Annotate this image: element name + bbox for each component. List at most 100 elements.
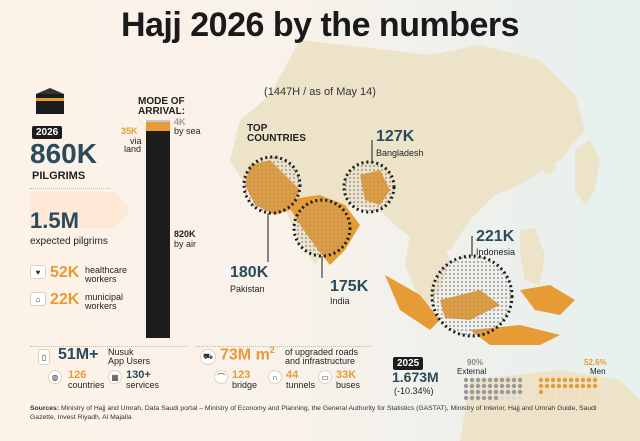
arrival-title-2: ARRIVAL:: [138, 106, 186, 117]
men-dot: [568, 377, 574, 383]
external-dot: [505, 377, 511, 383]
top-countries-heading-1: TOP: [247, 123, 268, 134]
external-dot: [505, 389, 511, 395]
country-value-india: 175K: [330, 278, 369, 295]
country-name-pakistan: Pakistan: [230, 284, 265, 294]
men-dot: [574, 383, 580, 389]
municipal-value: 22K: [50, 291, 80, 308]
external-dot: [499, 395, 505, 401]
country-value-bangladesh: 127K: [376, 128, 415, 145]
arrival-title-1: MODE OF: [138, 96, 185, 107]
external-dot: [487, 383, 493, 389]
men-dot: [592, 377, 598, 383]
external-dot: [499, 389, 505, 395]
external-dot: [505, 395, 511, 401]
men-pct: 52.6%: [584, 358, 607, 367]
external-dot: [511, 377, 517, 383]
country-name-india: India: [330, 296, 350, 306]
pilgrims-value: 860K: [30, 138, 97, 169]
sources-footnote: Sources: Ministry of Hajj and Umrah, Dat…: [30, 404, 620, 422]
men-dot: [568, 395, 574, 401]
external-dot: [481, 383, 487, 389]
roads-value-text: 73M m: [220, 346, 270, 364]
men-dot: [538, 389, 544, 395]
men-dot: [562, 389, 568, 395]
nusuk-countries-value: 126: [68, 369, 87, 381]
external-dot: [481, 389, 487, 395]
men-dot: [586, 383, 592, 389]
men-dot: [544, 389, 550, 395]
men-dot: [592, 395, 598, 401]
men-dot: [580, 389, 586, 395]
external-dot: [493, 377, 499, 383]
external-dot: [475, 383, 481, 389]
external-dot: [499, 383, 505, 389]
nusuk-label-1: Nusuk: [108, 347, 134, 357]
arrival-land-segment: [146, 122, 170, 131]
men-dot: [550, 389, 556, 395]
roads-label-1: of upgraded roads: [285, 347, 359, 357]
men-dot-grid: [538, 377, 598, 401]
external-dot: [475, 377, 481, 383]
arrival-sea-label: by sea: [174, 126, 201, 136]
country-value-indonesia: 221K: [476, 228, 515, 245]
tunnel-icon: ∩: [268, 370, 282, 384]
external-pct: 90%: [467, 358, 484, 367]
men-dot: [568, 389, 574, 395]
men-dot: [550, 395, 556, 401]
external-dot: [517, 383, 523, 389]
healthcare-label-2: workers: [85, 274, 117, 284]
pilgrims-2025-value: 1.673M: [392, 369, 439, 385]
arrival-air-segment: [146, 130, 170, 338]
external-dot: [493, 395, 499, 401]
roads-divider: [196, 346, 372, 347]
external-dot: [469, 395, 475, 401]
expected-pilgrims-value: 1.5M: [30, 208, 79, 233]
men-dot: [586, 395, 592, 401]
year-badge-2026: 2026: [32, 126, 63, 139]
men-dot: [586, 389, 592, 395]
healthcare-value: 52K: [50, 264, 80, 281]
pilgrims-label: PILGRIMS: [32, 170, 86, 182]
arrival-air-label: by air: [174, 239, 197, 249]
men-dot: [556, 389, 562, 395]
nusuk-services-label: services: [126, 380, 160, 390]
external-dot: [469, 383, 475, 389]
tunnels-value: 44: [286, 369, 299, 381]
roads-label-2: and infrastructure: [285, 356, 356, 366]
external-dot: [469, 377, 475, 383]
men-dot: [580, 377, 586, 383]
healthcare-icon: ♥: [30, 265, 46, 279]
nusuk-label-2: App Users: [108, 356, 151, 366]
top-countries-heading-2: COUNTRIES: [247, 133, 306, 144]
men-dot: [580, 383, 586, 389]
bridge-value: 123: [232, 369, 251, 381]
arrival-air-value: 820K: [174, 229, 196, 239]
men-dot: [562, 377, 568, 383]
men-dot: [574, 395, 580, 401]
external-dot: [469, 389, 475, 395]
men-dot: [550, 383, 556, 389]
arrival-sea-value: 4K: [174, 117, 186, 127]
men-dot: [538, 383, 544, 389]
men-dot: [562, 383, 568, 389]
men-dot: [538, 377, 544, 383]
external-dot: [481, 377, 487, 383]
pilgrims-2025-change: (-10.34%): [394, 386, 434, 396]
men-dot: [580, 395, 586, 401]
external-dot: [463, 395, 469, 401]
arrival-land-value: 35K: [121, 126, 138, 136]
page-title: Hajj 2026 by the numbers: [120, 6, 520, 44]
bridge-icon: ⌒: [214, 370, 228, 384]
external-dot: [493, 383, 499, 389]
roads-value: 73M m2: [220, 345, 275, 364]
men-label: Men: [590, 367, 606, 376]
healthcare-label-1: healthcare: [85, 265, 128, 275]
external-dot: [517, 389, 523, 395]
sources-text: Ministry of Hajj and Umrah, Data Saudi p…: [30, 405, 597, 421]
sources-label: Sources:: [30, 405, 60, 412]
country-value-pakistan: 180K: [230, 264, 269, 281]
external-dot: [487, 395, 493, 401]
kaaba-icon: [36, 88, 64, 114]
